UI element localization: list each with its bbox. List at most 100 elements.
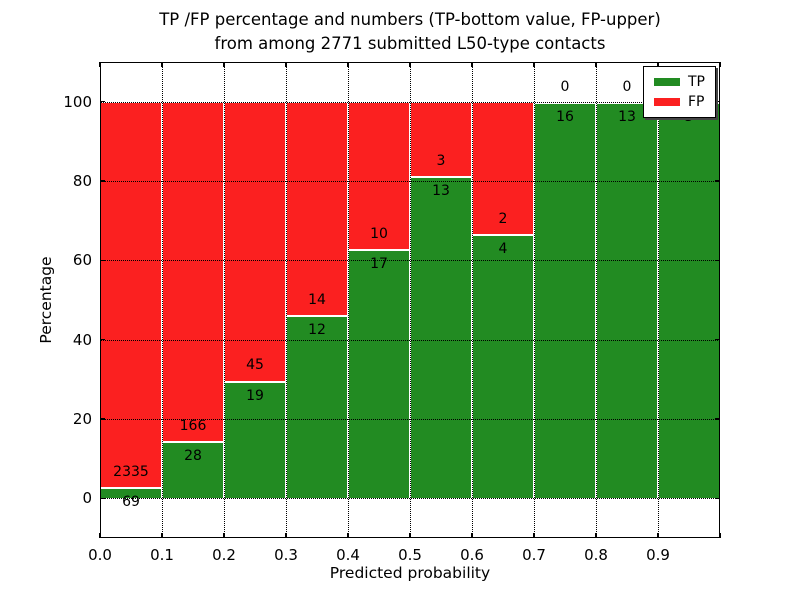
tick-label-x-0.7: 0.7 (522, 546, 546, 564)
gridline-x-5 (410, 62, 411, 538)
tick-x-top-4 (347, 62, 349, 67)
gridline-y-100 (100, 101, 720, 103)
bar-label-fp-4: 10 (370, 225, 388, 242)
legend-item-fp: FP (648, 92, 711, 112)
gridline-y-0 (100, 498, 720, 500)
bar-segment-fp-0 (100, 101, 162, 487)
tick-label-y-60: 60 (72, 251, 92, 270)
bar-label-tp-4: 17 (370, 255, 388, 272)
tick-y-right-60 (715, 259, 720, 262)
bar-label-fp-3: 14 (308, 292, 326, 309)
bar-segment-tp-0 (100, 486, 162, 499)
bar-segment-fp-5 (410, 101, 472, 177)
gridline-x-8 (596, 62, 597, 538)
bar-label-tp-7: 16 (556, 108, 574, 125)
tick-x-bottom-4 (347, 533, 349, 538)
tick-y-right-100 (715, 100, 720, 103)
tick-x-bottom-6 (471, 533, 473, 538)
tick-x-top-10 (719, 62, 721, 67)
gridline-y-20 (100, 419, 720, 420)
tick-label-y-0: 0 (82, 489, 92, 508)
gridline-x-6 (472, 62, 473, 538)
tick-label-y-80: 80 (72, 172, 92, 190)
tick-x-bottom-1 (161, 533, 163, 538)
bar-segment-tp-4 (348, 248, 410, 499)
chart-title-line1: TP /FP percentage and numbers (TP-bottom… (159, 10, 661, 29)
tick-y-left-100 (100, 100, 105, 103)
tick-label-x-0.8: 0.8 (584, 546, 608, 564)
legend-item-tp: TP (648, 72, 711, 92)
tick-x-bottom-8 (595, 533, 597, 538)
bar-label-fp-1: 166 (179, 418, 207, 434)
legend-swatch-tp-icon (654, 78, 680, 86)
tick-y-right-0 (715, 497, 720, 500)
gridline-x-9 (658, 62, 659, 538)
chart-title: TP /FP percentage and numbers (TP-bottom… (100, 8, 720, 56)
tick-x-bottom-9 (657, 533, 659, 538)
bar-segment-fp-3 (286, 101, 348, 316)
gridline-x-7 (534, 62, 535, 538)
tick-x-bottom-5 (409, 533, 411, 538)
tick-y-left-20 (100, 418, 105, 420)
tick-x-bottom-3 (285, 533, 287, 538)
gridline-x-1 (162, 62, 163, 538)
x-axis-label: Predicted probability (329, 564, 491, 582)
tick-label-x-0.0: 0.0 (88, 546, 112, 564)
bar-label-fp-6: 2 (498, 210, 508, 227)
legend-swatch-fp-icon (654, 98, 680, 106)
gridline-x-4 (348, 62, 349, 538)
tick-x-top-2 (223, 62, 225, 67)
tick-label-x-0.6: 0.6 (460, 546, 484, 564)
bar-label-tp-3: 12 (308, 322, 326, 339)
tick-y-right-20 (715, 418, 720, 420)
bar-segment-tp-5 (410, 176, 472, 499)
tick-x-top-6 (471, 62, 473, 67)
tick-x-top-1 (161, 62, 163, 67)
gridline-y-60 (100, 260, 720, 262)
chart-title-line2: from among 2771 submitted L50-type conta… (214, 34, 606, 53)
bar-segment-tp-6 (472, 233, 534, 499)
legend-label-fp: FP (688, 94, 705, 110)
bar-label-tp-0: 69 (122, 494, 140, 511)
tick-x-bottom-2 (223, 533, 225, 538)
tick-label-x-0.5: 0.5 (398, 546, 422, 564)
tick-x-top-3 (285, 62, 287, 67)
gridline-x-2 (224, 62, 225, 538)
bar-segment-fp-2 (224, 101, 286, 381)
tick-label-x-0.2: 0.2 (212, 546, 236, 564)
tick-label-x-0.1: 0.1 (150, 546, 174, 564)
bar-segment-tp-7 (534, 101, 596, 499)
tick-label-y-20: 20 (72, 410, 92, 428)
gridline-y-40 (100, 339, 720, 341)
tick-y-right-80 (715, 180, 720, 182)
bar-segment-tp-8 (596, 101, 658, 499)
bar-segment-tp-2 (224, 380, 286, 499)
gridline-y-80 (100, 181, 720, 182)
bar-label-fp-5: 3 (436, 152, 446, 169)
tick-x-top-8 (595, 62, 597, 67)
bar-segment-tp-3 (286, 315, 348, 499)
tick-label-x-0.4: 0.4 (336, 546, 360, 564)
tick-x-bottom-7 (533, 533, 535, 538)
bar-label-tp-5: 13 (432, 183, 450, 200)
tick-x-bottom-0 (99, 533, 101, 538)
plot-area: TP FP 2335 69 166 28 45 19 14 12 10 17 3 13 2 4 0 16 0 13… (99, 62, 721, 538)
legend-label-tp: TP (688, 74, 705, 90)
bar-label-fp-7: 0 (560, 78, 570, 95)
bar-label-fp-2: 45 (246, 357, 264, 374)
tick-y-left-80 (100, 180, 105, 182)
tick-y-left-0 (100, 497, 105, 500)
bar-label-tp-2: 19 (246, 387, 264, 404)
tick-label-y-40: 40 (72, 330, 92, 349)
tick-x-top-9 (657, 62, 659, 67)
tick-x-bottom-10 (719, 533, 721, 538)
bar-segment-tp-9 (658, 101, 720, 499)
bar-segment-fp-4 (348, 101, 410, 249)
tick-label-x-0.9: 0.9 (646, 546, 670, 564)
bar-segment-fp-1 (162, 101, 224, 442)
tick-x-top-7 (533, 62, 535, 67)
tick-y-right-40 (715, 338, 720, 341)
tick-label-y-100: 100 (63, 92, 92, 111)
gridline-x-3 (286, 62, 287, 538)
